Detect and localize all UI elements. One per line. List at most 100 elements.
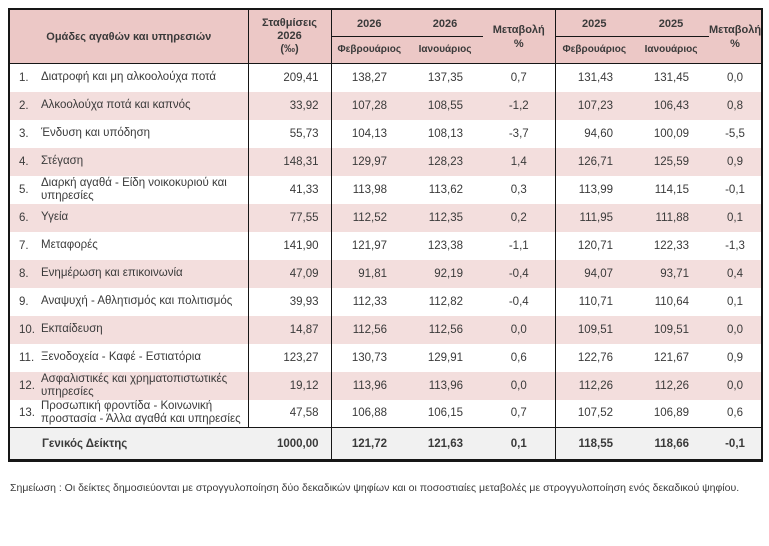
cpi-index-table: Ομάδες αγαθών και υπηρεσιών Σταθμίσεις 2… [8,8,764,462]
index-feb-2025: 94,60 [555,119,634,148]
header-weights-line1: Σταθμίσεις [261,17,318,29]
header-jan-2026-month: Ιανουάριος [418,44,472,55]
change-2025: 0,8 [709,91,763,120]
row-number: 12. [9,371,41,400]
index-jan-2026: 106,15 [407,399,484,428]
row-number: 7. [9,231,41,260]
weight-value: 19,12 [248,371,332,400]
index-jan-2025: 114,15 [633,175,710,204]
table-row: 8. Ενημέρωση και επικοινωνία 47,09 91,81… [9,259,763,288]
table-row: 9. Αναψυχή - Αθλητισμός και πολιτισμός 3… [9,287,763,316]
header-jan-2025-month: Ιανουάριος [644,44,698,55]
index-jan-2025: 131,45 [633,63,710,92]
category-label: Στέγαση [41,147,249,176]
index-feb-2026: 104,13 [331,119,408,148]
change-2025: 0,0 [709,315,763,344]
header-feb-2026-year: 2026 [331,10,408,37]
index-feb-2026: 130,73 [331,343,408,372]
category-label: Διαρκή αγαθά - Είδη νοικοκυριού και υπηρ… [41,175,249,204]
table-row: 2. Αλκοολούχα ποτά και καπνός 33,92 107,… [9,91,763,120]
table-row: 3. Ένδυση και υπόδηση 55,73 104,13 108,1… [9,119,763,148]
index-jan-2025: 121,67 [633,343,710,372]
row-number: 11. [9,343,41,372]
table-row: 7. Μεταφορές 141,90 121,97 123,38 -1,1 1… [9,231,763,260]
header-weights-line3: (‰) [280,43,299,55]
index-jan-2025: 111,88 [633,203,710,232]
index-jan-2026: 112,82 [407,287,484,316]
weight-value: 47,09 [248,259,332,288]
change-2026: 0,0 [483,371,556,400]
row-number: 3. [9,119,41,148]
category-label: Αλκοολούχα ποτά και καπνός [41,91,249,120]
category-label: Προσωπική φροντίδα - Κοινωνική προστασία… [41,399,249,428]
table-row: 12. Ασφαλιστικές και χρηματοπιστωτικές υ… [9,371,763,400]
change-2025: 0,6 [709,399,763,428]
weight-value: 123,27 [248,343,332,372]
weight-value: 141,90 [248,231,332,260]
change-2025: 0,4 [709,259,763,288]
general-change-2026: 0,1 [483,427,556,461]
row-number: 2. [9,91,41,120]
index-feb-2026: 112,33 [331,287,408,316]
general-index-row: Γενικός Δείκτης 1000,00 121,72 121,63 0,… [9,427,763,461]
weight-value: 55,73 [248,119,332,148]
change-2026: 0,6 [483,343,556,372]
index-jan-2025: 125,59 [633,147,710,176]
index-jan-2026: 113,62 [407,175,484,204]
change-2026: 0,2 [483,203,556,232]
general-index-jan-2026: 121,63 [407,427,484,461]
category-label: Διατροφή και μη αλκοολούχα ποτά [41,63,249,92]
row-number: 4. [9,147,41,176]
index-feb-2025: 113,99 [555,175,634,204]
row-number: 13. [9,399,41,428]
index-jan-2025: 110,64 [633,287,710,316]
index-jan-2025: 106,89 [633,399,710,428]
header-weights-line2: 2026 [277,30,302,42]
general-change-2025: -0,1 [709,427,763,461]
index-jan-2025: 100,09 [633,119,710,148]
index-feb-2025: 122,76 [555,343,634,372]
table-row: 10. Εκπαίδευση 14,87 112,56 112,56 0,0 1… [9,315,763,344]
row-number: 8. [9,259,41,288]
table-row: 1. Διατροφή και μη αλκοολούχα ποτά 209,4… [9,63,763,92]
header-feb-2025-year: 2025 [555,10,634,37]
index-jan-2026: 128,23 [407,147,484,176]
header-change-2025-label: Μεταβολή [709,23,762,36]
change-2025: -5,5 [709,119,763,148]
index-jan-2025: 109,51 [633,315,710,344]
change-2025: 0,9 [709,343,763,372]
table-row: 6. Υγεία 77,55 112,52 112,35 0,2 111,95 … [9,203,763,232]
table-header: Ομάδες αγαθών και υπηρεσιών Σταθμίσεις 2… [9,9,763,64]
row-number: 6. [9,203,41,232]
index-feb-2025: 131,43 [555,63,634,92]
general-index-feb-2026: 121,72 [331,427,408,461]
change-2026: -0,4 [483,259,556,288]
index-feb-2025: 107,52 [555,399,634,428]
change-2025: -0,1 [709,175,763,204]
change-2026: 0,7 [483,63,556,92]
change-2025: -1,3 [709,231,763,260]
index-jan-2026: 137,35 [407,63,484,92]
index-jan-2025: 106,43 [633,91,710,120]
category-label: Ενημέρωση και επικοινωνία [41,259,249,288]
index-feb-2026: 113,96 [331,371,408,400]
row-number: 10. [9,315,41,344]
change-2026: 0,7 [483,399,556,428]
index-jan-2026: 129,91 [407,343,484,372]
table-row: 11. Ξενοδοχεία - Καφέ - Εστιατόρια 123,2… [9,343,763,372]
change-2025: 0,1 [709,287,763,316]
weight-value: 47,58 [248,399,332,428]
header-feb-2026-month: Φεβρουάριος [337,44,402,55]
row-number: 5. [9,175,41,204]
index-feb-2026: 106,88 [331,399,408,428]
header-change-2026: Μεταβολή % [483,9,556,64]
change-2025: 0,0 [709,371,763,400]
change-2026: -1,1 [483,231,556,260]
change-2026: 0,0 [483,315,556,344]
index-feb-2025: 112,26 [555,371,634,400]
index-feb-2026: 129,97 [331,147,408,176]
index-jan-2026: 112,56 [407,315,484,344]
category-label: Μεταφορές [41,231,249,260]
header-jan-2025-year: 2025 [633,10,710,37]
header-change-2025-unit: % [730,37,740,50]
